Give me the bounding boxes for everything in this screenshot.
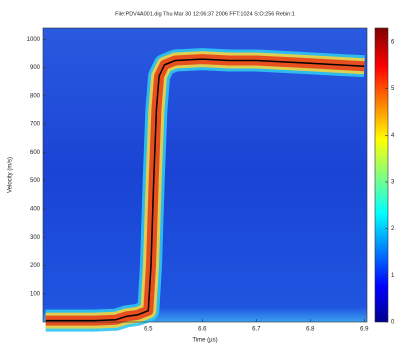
colorbar-tick-label: 1	[391, 273, 395, 279]
plot-background	[43, 28, 367, 322]
colorbar	[374, 27, 389, 323]
y-tick-label: 200	[30, 263, 41, 269]
chart-title: File:PDV4A001.dig Thu Mar 30 12:06:37 20…	[115, 11, 295, 17]
colorbar-tick-label: 5	[391, 86, 395, 92]
y-tick-label: 1000	[27, 37, 41, 43]
colorbar-tick-label: 2	[391, 226, 395, 232]
y-tick-label: 800	[30, 93, 41, 99]
y-tick-label: 900	[30, 65, 41, 71]
x-tick-label: 6.8	[306, 327, 315, 333]
y-tick-label: 700	[30, 122, 41, 128]
plot-frame	[42, 27, 368, 323]
x-tick-label: 6.6	[198, 327, 207, 333]
colorbar-tick-label: 3	[391, 180, 395, 186]
y-tick-label: 100	[30, 291, 41, 297]
colorbar-tick-label: 0	[391, 320, 395, 326]
y-tick-label: 300	[30, 235, 41, 241]
colorbar-tick-label: 4	[391, 133, 395, 139]
y-tick-label: 500	[30, 178, 41, 184]
y-tick-label: 400	[30, 207, 41, 213]
x-tick-label: 6.9	[360, 327, 369, 333]
velocity-line	[45, 58, 365, 322]
x-tick-label: 6.5	[144, 327, 153, 333]
y-axis-label: Velocity (m/s)	[8, 157, 14, 193]
colorbar-tick-label: 6	[391, 40, 395, 46]
x-axis-label: Time (µs)	[192, 338, 217, 344]
x-tick-label: 6.7	[252, 327, 261, 333]
y-tick-label: 600	[30, 150, 41, 156]
